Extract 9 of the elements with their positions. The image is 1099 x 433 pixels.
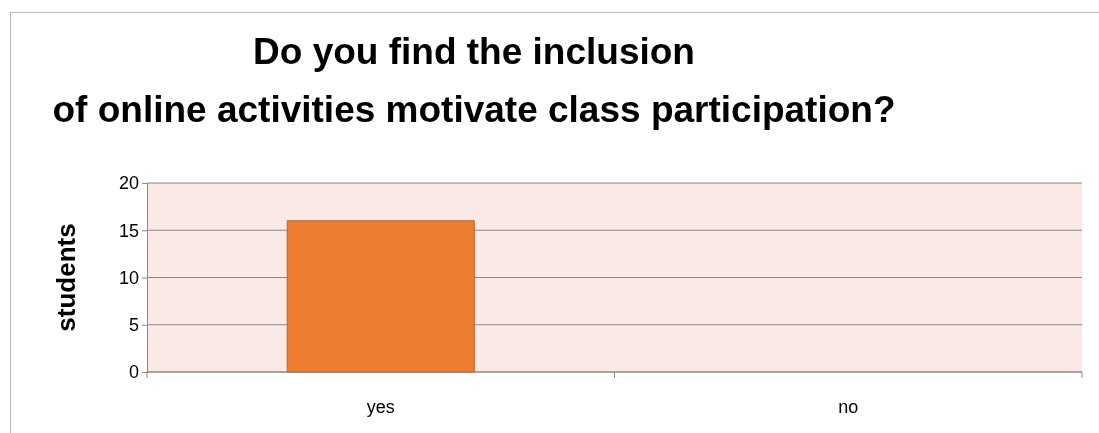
x-tick-label: yes	[366, 397, 395, 417]
x-tick-label: no	[838, 397, 859, 417]
chart-title: Do you find the inclusion of online activities motivate class participation?	[52, 31, 896, 130]
y-tick-label: 0	[128, 362, 139, 383]
y-tick-label: 10	[118, 267, 139, 288]
y-tick-label: 20	[118, 173, 139, 194]
y-tick-label: 5	[128, 315, 139, 336]
y-tick-label: 15	[118, 220, 139, 241]
y-axis-title: students	[51, 223, 81, 332]
